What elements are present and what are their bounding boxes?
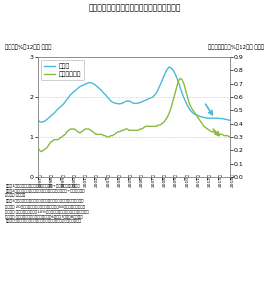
Text: 注）　1．延滞率は、当月末の延滞債権残高÷当月末の全債権残高。
　　　2．デフォルト率は、当月の債上債還請求債権残高÷前月末の全債
　　　　 権残高。
　　　3: 注） 1．延滞率は、当月末の延滞債権残高÷当月末の全債権残高。 2．デフォルト率… [5,183,89,224]
Legend: 延滞率, デフォルト率: 延滞率, デフォルト率 [41,60,84,80]
Text: 延滞率（%、12カ月 平均）: 延滞率（%、12カ月 平均） [5,44,52,50]
Text: デフォルト率（%、12カ月 累積）: デフォルト率（%、12カ月 累積） [208,44,265,50]
Text: 図表５　住宅ローンの延滞率とデフォルト率: 図表５ 住宅ローンの延滞率とデフォルト率 [89,3,181,12]
